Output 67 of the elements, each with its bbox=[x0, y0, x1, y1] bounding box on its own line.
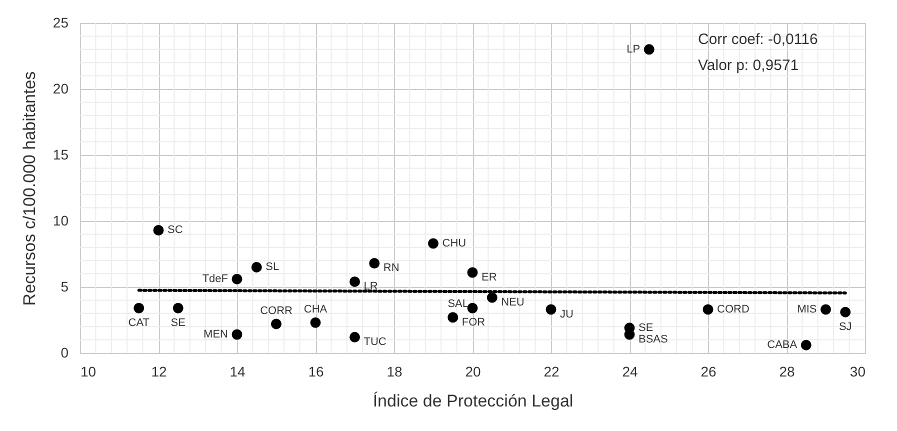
annotation: Valor p: 0,9571 bbox=[698, 57, 799, 74]
annotation: NEU bbox=[501, 296, 524, 309]
point bbox=[840, 306, 851, 318]
point bbox=[428, 238, 438, 249]
point bbox=[350, 276, 360, 287]
annotation: SJ bbox=[838, 321, 852, 334]
annotation: CORD bbox=[717, 303, 750, 316]
point bbox=[232, 274, 242, 284]
point bbox=[232, 329, 242, 340]
annotation: MEN bbox=[204, 328, 228, 341]
annotation: SAL bbox=[448, 298, 468, 310]
annotation: LR bbox=[364, 280, 378, 293]
x-tick-label: 24 bbox=[622, 364, 638, 380]
point bbox=[800, 340, 812, 350]
annotation: BSAS bbox=[638, 334, 668, 346]
x-axis-title: Índice de Protección Legal bbox=[372, 392, 574, 410]
annotation: CAT bbox=[128, 317, 150, 330]
annotation: SE bbox=[170, 317, 186, 330]
x-tick-label: 14 bbox=[230, 364, 246, 380]
point bbox=[820, 304, 831, 315]
annotation: SL bbox=[266, 261, 280, 274]
x-tick-label: 30 bbox=[850, 364, 866, 380]
y-tick-label: 15 bbox=[52, 146, 69, 162]
annotation: ER bbox=[482, 271, 497, 284]
point bbox=[350, 332, 360, 342]
annotation: TUC bbox=[364, 336, 386, 348]
annotation: LP bbox=[626, 43, 640, 56]
annotation: TdeF bbox=[202, 273, 228, 286]
point bbox=[486, 292, 498, 303]
y-tick-label: 10 bbox=[52, 212, 69, 228]
point bbox=[644, 44, 654, 55]
point bbox=[369, 258, 380, 268]
x-tick-label: 10 bbox=[80, 364, 96, 380]
x-tick-label: 12 bbox=[151, 364, 167, 380]
annotation: CHU bbox=[442, 237, 466, 250]
point bbox=[467, 302, 478, 314]
annotation: CABA bbox=[767, 339, 798, 352]
x-tick-label: 26 bbox=[700, 364, 716, 380]
point bbox=[546, 304, 556, 315]
x-tick-label: 22 bbox=[544, 364, 560, 380]
point bbox=[467, 267, 478, 278]
point bbox=[251, 262, 262, 272]
annotation: CHA bbox=[304, 304, 328, 316]
y-tick-label: 20 bbox=[52, 80, 69, 96]
y-tick-label: 25 bbox=[52, 14, 69, 30]
annotation: CORR bbox=[260, 304, 292, 317]
annotation: MIS bbox=[797, 303, 817, 316]
annotation: Corr coef: -0,0116 bbox=[698, 31, 818, 48]
point bbox=[702, 304, 714, 315]
annotation: SC bbox=[168, 224, 183, 236]
annotation: SE bbox=[638, 322, 654, 334]
point bbox=[310, 317, 321, 328]
y-tick-label: 0 bbox=[60, 344, 69, 360]
point bbox=[153, 225, 164, 236]
annotation: JU bbox=[560, 308, 574, 320]
y-axis-title: Recursos c/100.000 habitantes bbox=[20, 71, 39, 306]
x-tick-label: 18 bbox=[386, 364, 402, 380]
annotation: RN bbox=[383, 262, 400, 274]
point bbox=[271, 318, 282, 330]
point bbox=[134, 302, 144, 314]
x-tick-label: 16 bbox=[308, 364, 324, 380]
y-tick-label: 5 bbox=[60, 278, 69, 294]
x-tick-label: 20 bbox=[465, 364, 481, 380]
x-tick-label: 28 bbox=[779, 364, 795, 380]
point bbox=[448, 312, 458, 323]
annotation: FOR bbox=[462, 316, 486, 328]
point bbox=[172, 302, 184, 314]
